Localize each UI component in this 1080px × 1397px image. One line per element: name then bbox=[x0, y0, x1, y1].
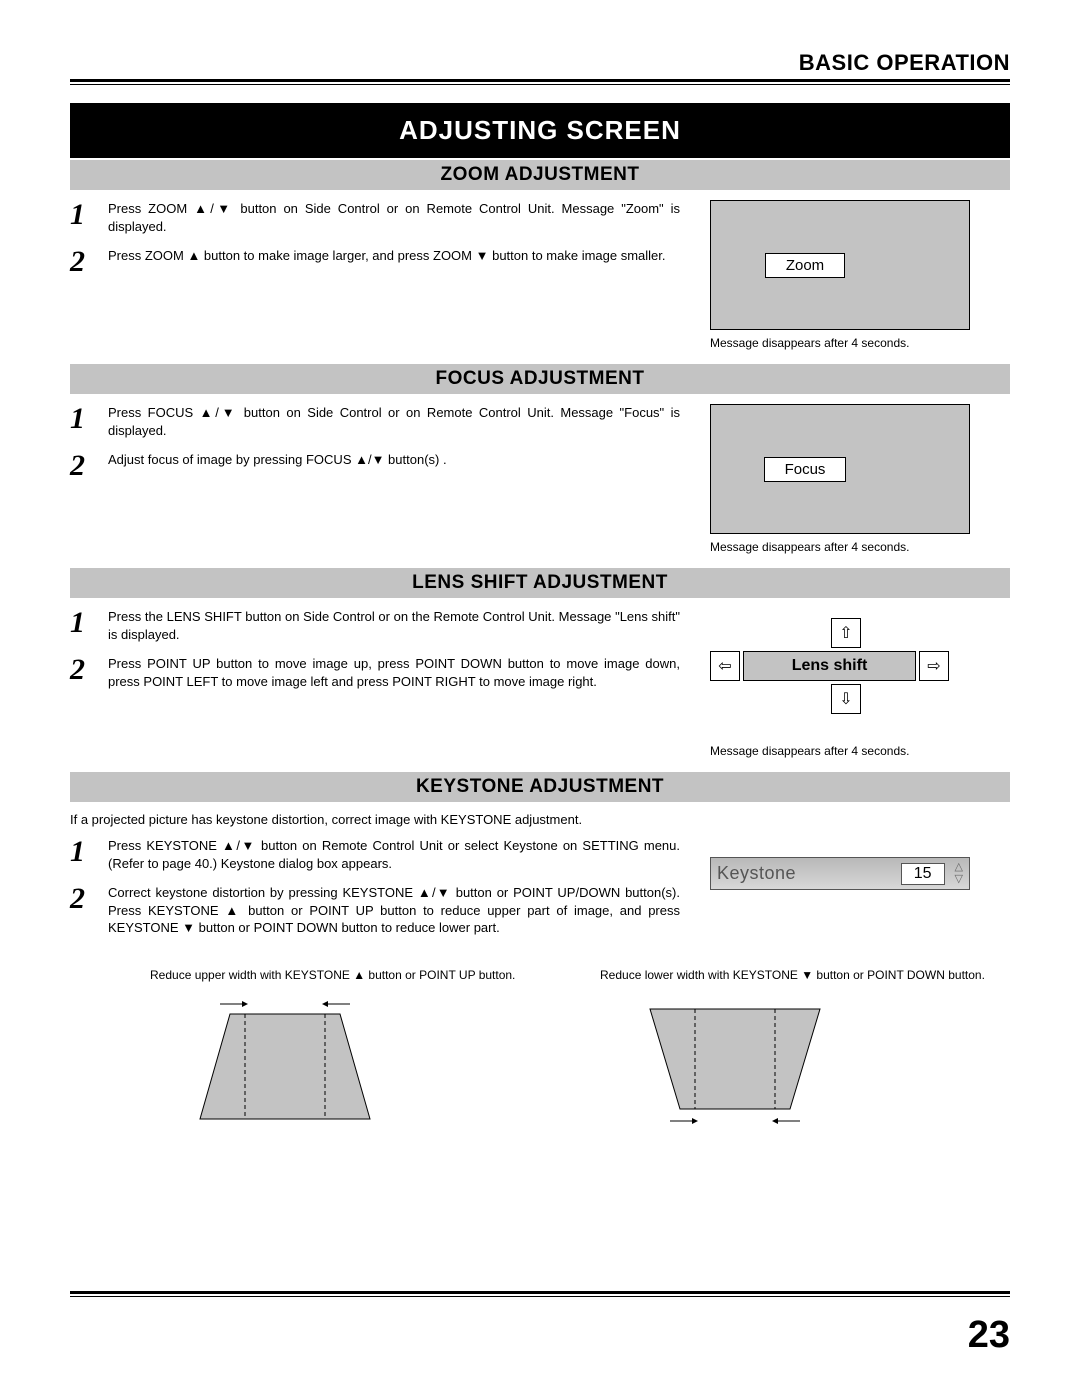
lens-step-2: 2 Press POINT UP button to move image up… bbox=[70, 655, 680, 690]
zoom-step-1: 1 Press ZOOM ▲/▼ button on Side Control … bbox=[70, 200, 680, 235]
focus-display-label: Focus bbox=[764, 457, 847, 482]
keystone-step-2: 2 Correct keystone distortion by pressin… bbox=[70, 884, 680, 937]
lens-shift-label: Lens shift bbox=[743, 651, 916, 681]
trapezoid-lower-icon bbox=[600, 989, 860, 1129]
focus-heading: FOCUS ADJUSTMENT bbox=[70, 364, 1010, 394]
step-text: Press KEYSTONE ▲/▼ button on Remote Cont… bbox=[108, 837, 680, 872]
keystone-diagrams: Reduce upper width with KEYSTONE ▲ butto… bbox=[70, 967, 1010, 1134]
step-text: Correct keystone distortion by pressing … bbox=[108, 884, 680, 937]
zoom-heading: ZOOM ADJUSTMENT bbox=[70, 160, 1010, 190]
lens-up-icon: ⇧ bbox=[831, 618, 861, 648]
step-text: Press ZOOM ▲ button to make image larger… bbox=[108, 247, 666, 277]
step-text: Press ZOOM ▲/▼ button on Side Control or… bbox=[108, 200, 680, 235]
arrow-up-icon: △ bbox=[955, 862, 963, 873]
focus-step-1: 1 Press FOCUS ▲/▼ button on Side Control… bbox=[70, 404, 680, 439]
step-number: 1 bbox=[70, 200, 96, 235]
lens-section: 1 Press the LENS SHIFT button on Side Co… bbox=[70, 608, 1010, 758]
lens-left-icon: ⇦ bbox=[710, 651, 740, 681]
keystone-upper-diagram: Reduce upper width with KEYSTONE ▲ butto… bbox=[150, 967, 560, 1134]
keystone-heading: KEYSTONE ADJUSTMENT bbox=[70, 772, 1010, 802]
lens-down-icon: ⇩ bbox=[831, 684, 861, 714]
step-number: 2 bbox=[70, 247, 96, 277]
keystone-value: 15 bbox=[901, 863, 945, 885]
step-number: 2 bbox=[70, 884, 96, 937]
focus-section: 1 Press FOCUS ▲/▼ button on Side Control… bbox=[70, 404, 1010, 554]
zoom-caption: Message disappears after 4 seconds. bbox=[710, 336, 909, 350]
lens-shift-widget: ⇧ ⇦ Lens shift ⇨ ⇩ bbox=[710, 618, 949, 714]
step-text: Press FOCUS ▲/▼ button on Side Control o… bbox=[108, 404, 680, 439]
zoom-display-label: Zoom bbox=[765, 253, 845, 278]
main-title: ADJUSTING SCREEN bbox=[70, 103, 1010, 158]
step-number: 2 bbox=[70, 655, 96, 690]
step-text: Adjust focus of image by pressing FOCUS … bbox=[108, 451, 447, 481]
step-number: 1 bbox=[70, 837, 96, 872]
header-rule bbox=[70, 79, 1010, 85]
diagram-caption: Reduce upper width with KEYSTONE ▲ butto… bbox=[150, 967, 560, 983]
focus-caption: Message disappears after 4 seconds. bbox=[710, 540, 909, 554]
arrow-down-icon: ▽ bbox=[955, 874, 963, 885]
zoom-display: Zoom bbox=[710, 200, 970, 330]
zoom-section: 1 Press ZOOM ▲/▼ button on Side Control … bbox=[70, 200, 1010, 350]
keystone-dialog: Keystone 15 △ ▽ bbox=[710, 857, 970, 890]
keystone-label: Keystone bbox=[717, 863, 891, 884]
keystone-section: 1 Press KEYSTONE ▲/▼ button on Remote Co… bbox=[70, 837, 1010, 949]
keystone-lower-diagram: Reduce lower width with KEYSTONE ▼ butto… bbox=[600, 967, 1010, 1134]
lens-caption: Message disappears after 4 seconds. bbox=[710, 744, 909, 758]
keystone-step-1: 1 Press KEYSTONE ▲/▼ button on Remote Co… bbox=[70, 837, 680, 872]
step-text: Press the LENS SHIFT button on Side Cont… bbox=[108, 608, 680, 643]
focus-display: Focus bbox=[710, 404, 970, 534]
step-number: 1 bbox=[70, 404, 96, 439]
footer-rule bbox=[70, 1291, 1010, 1297]
trapezoid-upper-icon bbox=[150, 989, 410, 1129]
diagram-caption: Reduce lower width with KEYSTONE ▼ butto… bbox=[600, 967, 1010, 983]
lens-heading: LENS SHIFT ADJUSTMENT bbox=[70, 568, 1010, 598]
page-header: BASIC OPERATION bbox=[70, 50, 1010, 76]
lens-step-1: 1 Press the LENS SHIFT button on Side Co… bbox=[70, 608, 680, 643]
step-text: Press POINT UP button to move image up, … bbox=[108, 655, 680, 690]
page-number: 23 bbox=[968, 1314, 1010, 1357]
zoom-step-2: 2 Press ZOOM ▲ button to make image larg… bbox=[70, 247, 680, 277]
step-number: 1 bbox=[70, 608, 96, 643]
focus-step-2: 2 Adjust focus of image by pressing FOCU… bbox=[70, 451, 680, 481]
step-number: 2 bbox=[70, 451, 96, 481]
keystone-intro: If a projected picture has keystone dist… bbox=[70, 812, 1010, 827]
keystone-arrows-icon: △ ▽ bbox=[955, 862, 963, 885]
lens-right-icon: ⇨ bbox=[919, 651, 949, 681]
